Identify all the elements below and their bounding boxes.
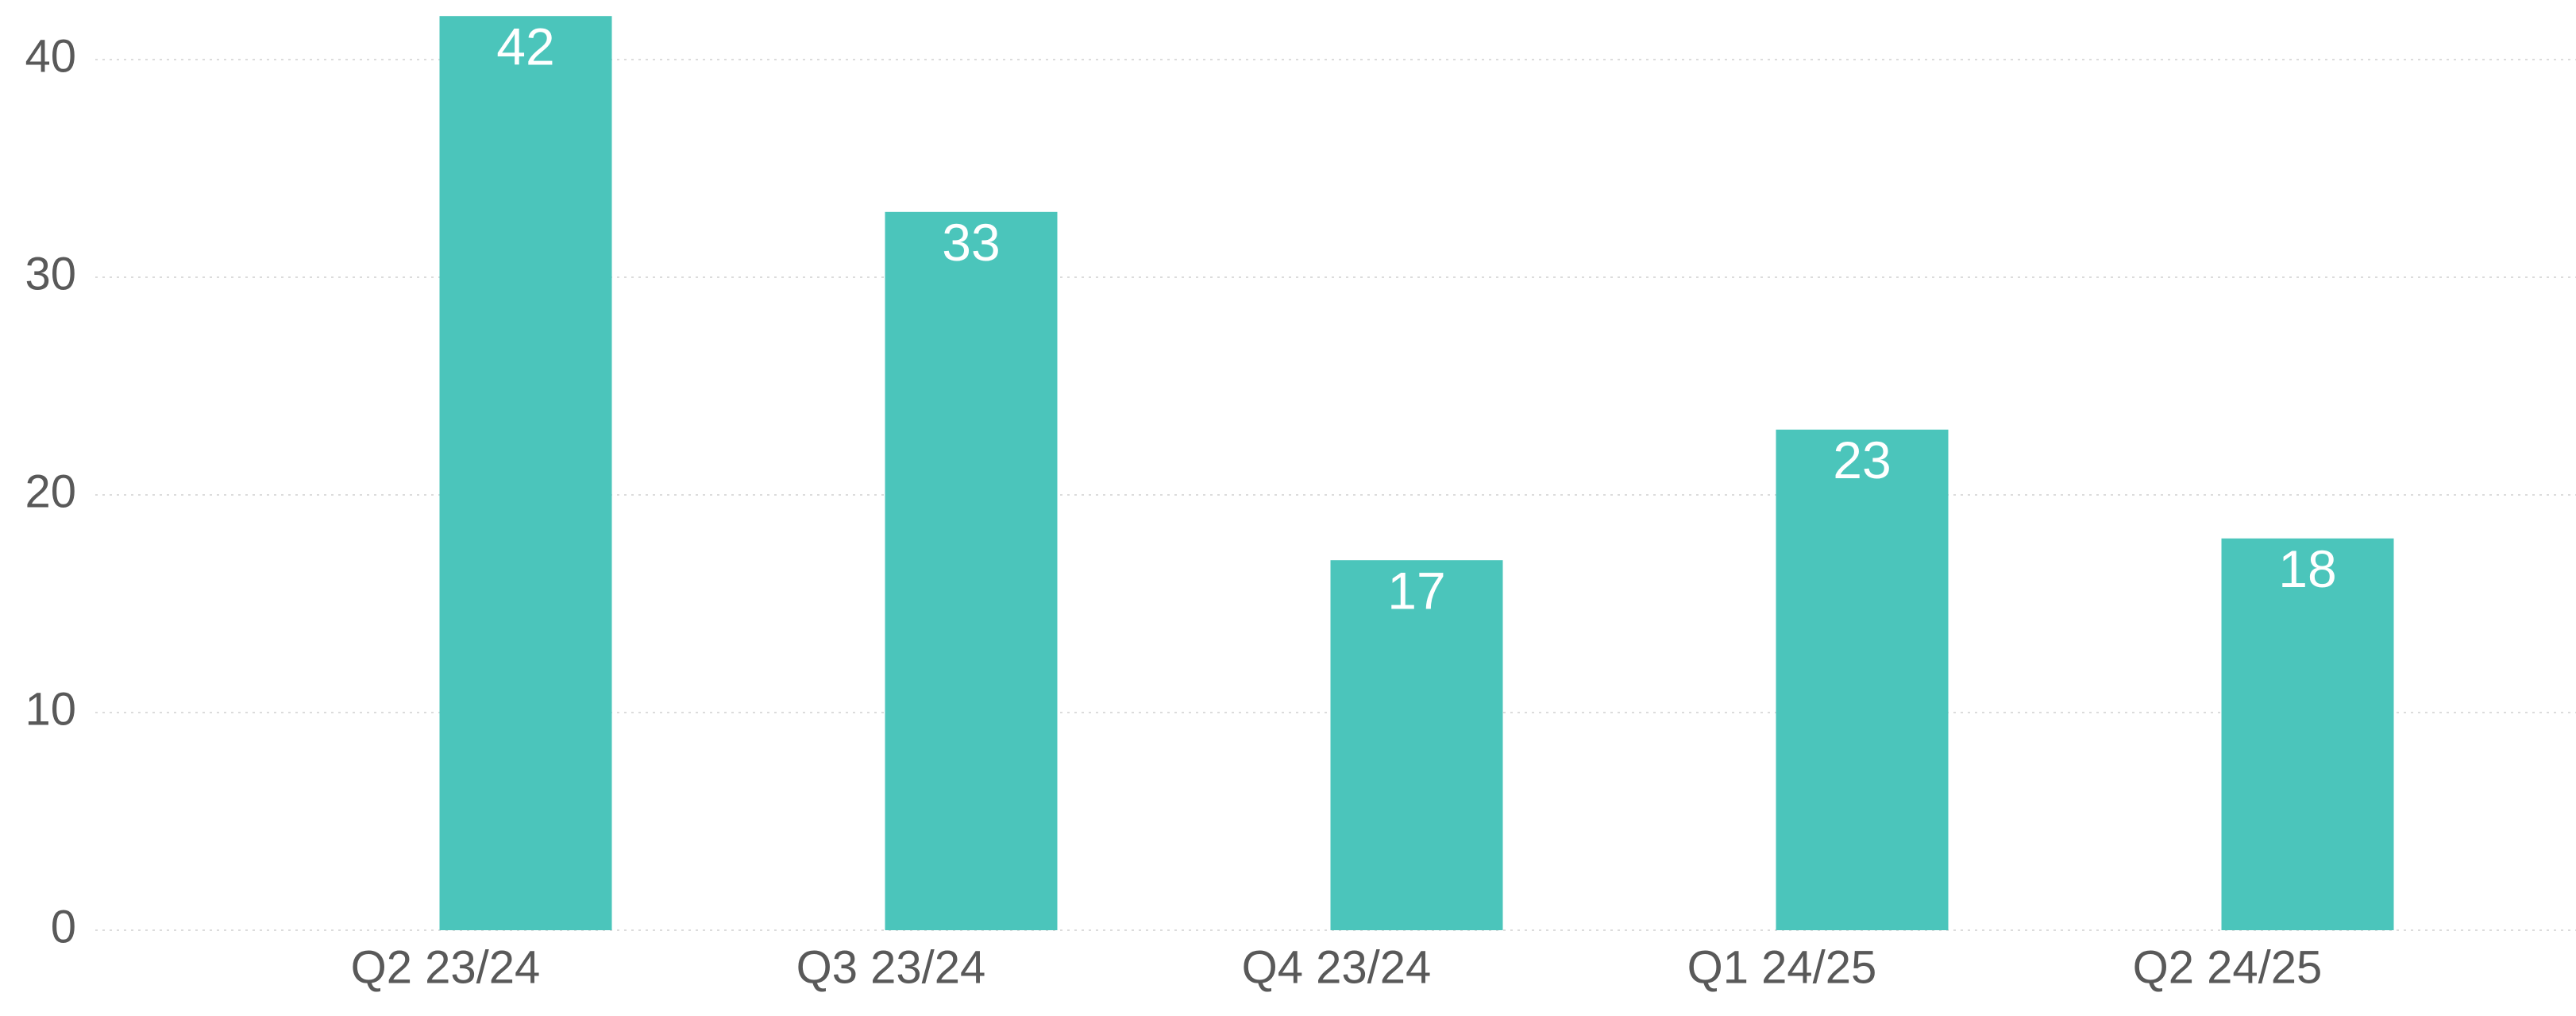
y-tick-label: 30 <box>25 248 76 299</box>
x-tick-label: Q1 24/25 <box>1687 941 1877 993</box>
y-tick-label: 20 <box>25 466 76 517</box>
bar <box>1330 560 1503 930</box>
bar <box>885 211 1058 930</box>
y-tick-label: 40 <box>25 30 76 82</box>
bar <box>439 16 612 931</box>
bar <box>2221 538 2394 930</box>
data-label: 42 <box>496 17 554 76</box>
x-tick-label: Q2 24/25 <box>2133 941 2323 993</box>
x-tick-label: Q4 23/24 <box>1242 941 1432 993</box>
x-tick-label: Q2 23/24 <box>351 941 541 993</box>
bar <box>1776 429 1949 930</box>
data-label: 17 <box>1387 562 1445 620</box>
data-label: 23 <box>1833 431 1891 489</box>
y-tick-label: 10 <box>25 683 76 735</box>
data-label: 18 <box>2278 539 2336 598</box>
y-tick-label: 0 <box>51 901 76 952</box>
data-label: 33 <box>942 213 1000 272</box>
x-tick-label: Q3 23/24 <box>796 941 986 993</box>
